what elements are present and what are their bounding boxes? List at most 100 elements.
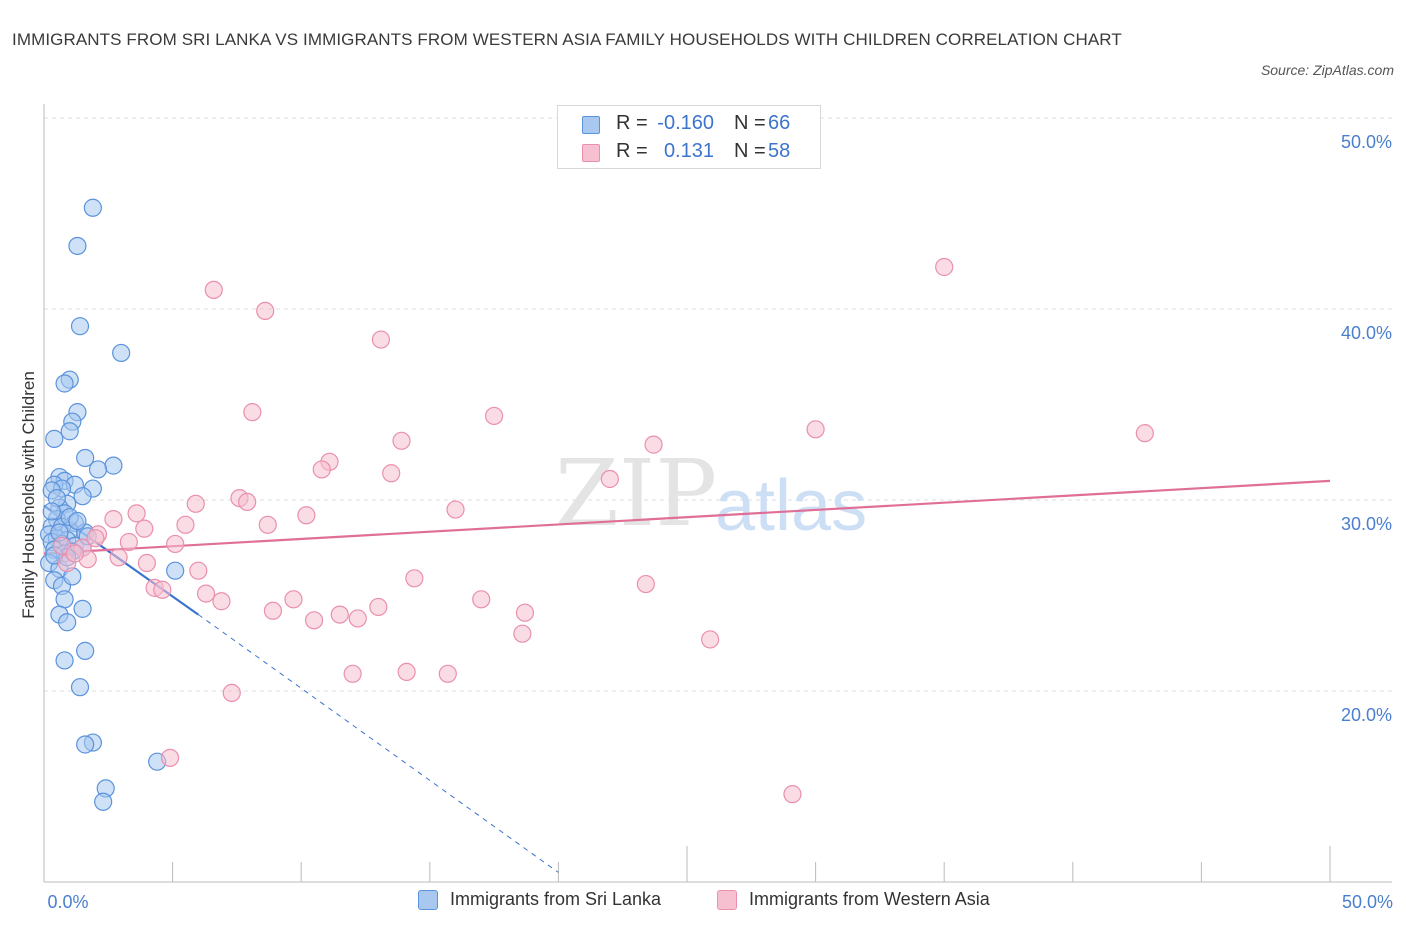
pink-data-point [935,257,954,277]
pink-data-point [806,420,825,439]
legend-r-value: 0.131 [663,140,714,162]
y-tick-label: 40.0% [1341,323,1392,343]
blue-data-point [70,317,90,336]
blue-data-point [88,460,108,479]
bottom-legend-label-blue: Immigrants from Sri Lanka [450,889,662,909]
pink-data-point [297,506,316,525]
blue-data-point [55,590,74,609]
pink-data-point [446,500,465,519]
blue-data-point [76,448,95,468]
pink-data-point [513,624,532,643]
watermark-atlas: atlas [715,466,867,546]
legend-n-value: 66 [768,112,791,134]
pink-data-point [330,605,349,624]
axis-layer: 20.0% 30.0% 40.0% 50.0% 0.0% 50.0% [43,104,1393,912]
blue-data-point [68,236,87,256]
pink-data-point [304,611,324,630]
pink-data-point [86,529,105,548]
blue-data-point [70,678,90,697]
legend-n-value: 58 [768,140,791,162]
pink-data-point [1135,424,1154,443]
pink-data-point [204,280,223,299]
legend: R = -0.160 N = 66 R = 0.131 N = 58 [557,105,821,169]
source-label: Source: ZipAtlas.com [1260,62,1394,78]
pink-data-point [600,469,619,489]
blue-data-point [60,422,79,441]
legend-swatch-pink [582,144,600,162]
blue-data-point [45,429,64,448]
watermark: ZIP atlas [555,440,867,547]
pink-data-point [472,590,491,609]
pink-data-point [212,592,231,611]
blue-data-point [68,511,87,531]
pink-data-point [166,534,185,554]
pink-data-point [348,609,367,628]
bottom-legend-label-pink: Immigrants from Western Asia [749,889,990,909]
pink-data-point [284,590,303,609]
legend-n-label: N = [734,140,766,162]
pink-data-point [392,431,411,450]
x-tick-label: 0.0% [47,892,88,912]
pink-data-point [186,494,205,513]
pink-data-point [119,532,138,552]
pink-data-point [137,553,156,573]
blue-data-point [76,641,95,660]
pink-data-point [636,574,655,594]
blue-data-point [73,599,92,618]
blue-data-point [166,561,185,580]
bottom-legend-swatch-blue [418,890,438,910]
pink-data-point [312,460,331,479]
pink-data-point [109,548,128,567]
pink-data-point [397,662,416,682]
blue-data-point [55,651,74,670]
y-tick-label: 20.0% [1341,705,1392,725]
pink-data-point [238,492,257,512]
grid-layer [44,117,1392,692]
blue-data-point [112,343,131,363]
y-axis-label: Family Households with Children [19,371,38,619]
pink-data-point [153,580,172,599]
pink-data-point [343,664,362,683]
legend-swatch-blue [582,116,600,134]
pink-data-point [438,664,457,683]
blue-trend-extension [198,614,559,873]
y-tick-label: 30.0% [1341,514,1392,534]
legend-r-label: R = [616,140,648,162]
pink-data-point [243,403,262,422]
blue-data-point [73,487,92,506]
pink-data-point [160,748,180,767]
pink-data-point [222,683,241,703]
blue-data-point [58,613,77,632]
pink-data-point [405,569,424,588]
pink-data-point [256,301,275,321]
pink-data-point [701,630,720,649]
blue-data-point [55,374,74,393]
pink-data-point [369,597,388,617]
bottom-legend-swatch-pink [717,890,737,910]
x-tick-label: 50.0% [1342,892,1393,912]
pink-data-point [258,515,277,534]
blue-data-point [83,198,102,217]
pink-data-point [65,544,84,563]
pink-data-point [263,601,283,620]
watermark-zip: ZIP [555,440,717,547]
pink-data-point [515,603,535,622]
pink-data-point [189,561,208,580]
y-tick-label: 50.0% [1341,132,1392,152]
pink-data-point [382,464,401,483]
pink-data-point [127,504,146,523]
blue-data-point [94,792,113,811]
pink-data-point [196,584,216,603]
pink-data-point [371,330,391,349]
legend-r-label: R = [616,112,648,134]
pink-data-point [783,785,802,804]
pink-data-point [104,509,123,529]
pink-data-point [135,519,154,538]
points-layer [40,198,1154,811]
pink-data-point [485,406,504,426]
chart-title: IMMIGRANTS FROM SRI LANKA VS IMMIGRANTS … [12,30,1122,49]
pink-trend-line [43,479,1331,555]
blue-data-point [42,502,61,521]
blue-data-point [76,735,95,754]
